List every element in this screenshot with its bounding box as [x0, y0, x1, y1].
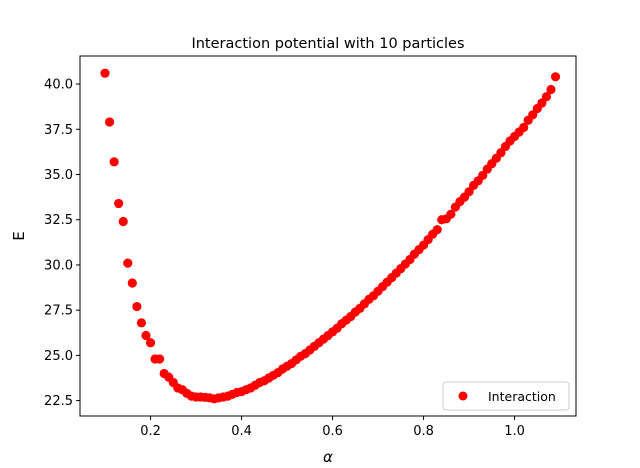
y-tick-label: 25.0: [44, 349, 73, 364]
data-point: [145, 338, 156, 348]
data-point: [528, 110, 538, 120]
data-point: [109, 157, 119, 167]
data-point: [136, 318, 147, 328]
x-tick-label: 0.6: [322, 424, 343, 439]
axes-frame: [79, 55, 577, 417]
data-point: [541, 92, 552, 102]
data-point: [123, 258, 133, 268]
y-tick-label: 32.5: [44, 213, 73, 228]
y-tick-label: 40.0: [44, 78, 73, 93]
plot-area: [79, 55, 577, 417]
y-tick-label: 35.0: [44, 168, 73, 183]
y-axis: 22.5 25.0 27.5 30.0 32.5 35.0 37.5 40.0: [44, 78, 80, 409]
data-point: [432, 225, 442, 235]
data-point: [127, 278, 137, 288]
data-point: [519, 122, 529, 133]
x-tick-label: 0.4: [231, 424, 252, 439]
data-point: [478, 170, 488, 180]
legend-label-interaction: Interaction: [488, 389, 556, 404]
chart-title: Interaction potential with 10 particles: [191, 36, 464, 52]
x-axis: 0.2 0.4 0.6 0.8 1.0: [140, 416, 525, 439]
data-point: [546, 84, 556, 95]
y-tick-label: 37.5: [44, 123, 73, 138]
legend-box: [442, 381, 570, 411]
data-point: [550, 72, 561, 82]
data-point: [104, 117, 115, 127]
data-point: [496, 148, 506, 158]
y-tick-label: 30.0: [44, 258, 73, 273]
data-point: [537, 98, 547, 108]
x-tick-label: 1.0: [504, 424, 525, 439]
data-point: [141, 330, 151, 341]
legend-marker: [458, 391, 468, 401]
data-point: [464, 187, 474, 197]
data-point: [446, 209, 456, 219]
y-tick-label: 22.5: [44, 394, 73, 409]
x-tick-label: 0.8: [413, 424, 434, 439]
data-point: [118, 216, 128, 227]
data-point: [132, 301, 142, 312]
data-point: [114, 198, 124, 209]
legend: Interaction: [442, 381, 570, 411]
data-point: [100, 68, 110, 78]
data-point: [155, 354, 165, 364]
y-axis-label: E: [10, 231, 28, 240]
x-axis-label: α: [323, 448, 333, 466]
data-points: [100, 68, 561, 404]
y-tick-label: 27.5: [44, 304, 73, 319]
x-tick-label: 0.2: [140, 424, 161, 439]
